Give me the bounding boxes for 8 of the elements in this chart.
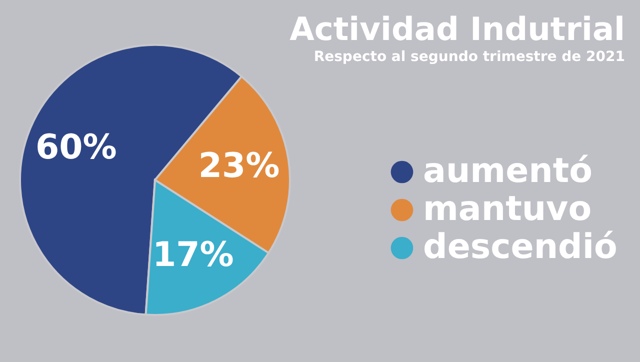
data-label: 17% [152,234,234,275]
legend-label: descendió [423,227,618,267]
data-label: 23% [198,146,280,186]
legend-label: mantuvo [423,189,592,229]
chart-subtitle: Respecto al segundo trimestre de 2021 [314,49,625,65]
legend-label: aumentó [423,151,592,191]
chart-title: Actividad Indutrial [290,10,625,48]
data-label: 60% [35,127,117,168]
